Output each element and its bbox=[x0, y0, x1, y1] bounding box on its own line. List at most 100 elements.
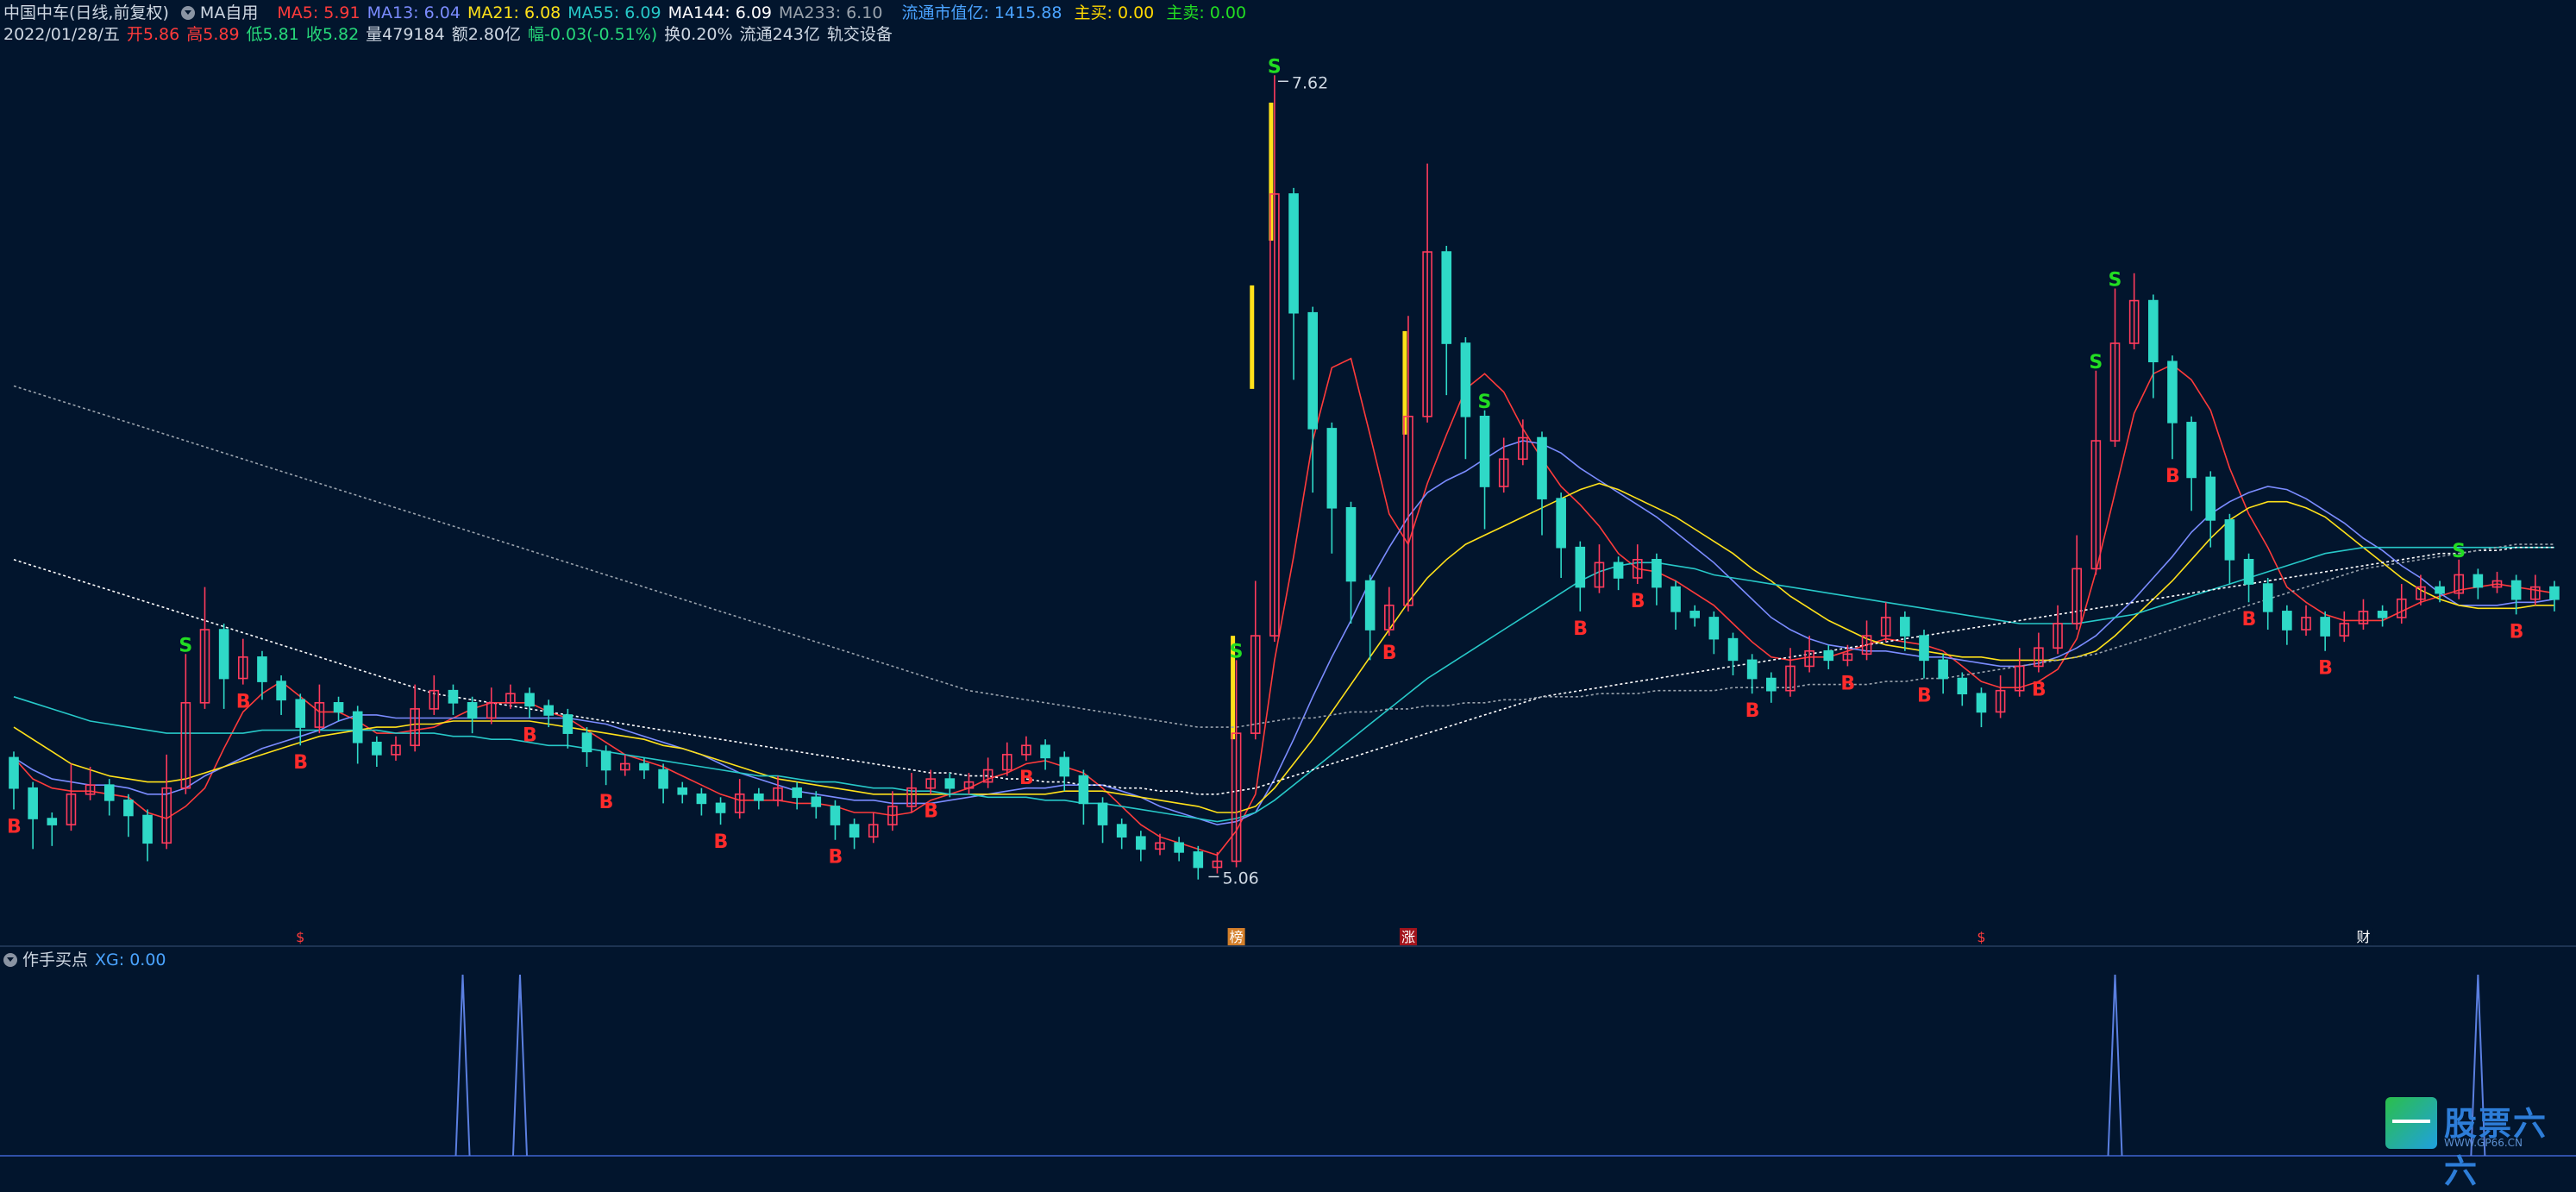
candle-body bbox=[314, 702, 325, 728]
candle bbox=[1345, 501, 1357, 624]
candle bbox=[524, 687, 535, 718]
candle bbox=[944, 773, 956, 798]
indicator-name: MA自用 bbox=[199, 3, 259, 22]
market-cap-value: 流通市值亿: 1415.88 bbox=[901, 3, 1062, 22]
candle-body bbox=[199, 629, 210, 704]
candle-body bbox=[1097, 802, 1108, 825]
candle bbox=[352, 706, 363, 764]
candle-body bbox=[1880, 617, 1891, 637]
candle-body bbox=[2339, 623, 2350, 637]
candle-body bbox=[1231, 732, 1242, 863]
candle-body bbox=[2090, 440, 2102, 570]
candle bbox=[372, 736, 382, 767]
candle bbox=[1269, 75, 1280, 643]
event-marker-bg bbox=[291, 928, 310, 945]
candle-body bbox=[887, 806, 898, 825]
candle bbox=[1670, 580, 1681, 631]
candle-body bbox=[1479, 415, 1490, 487]
candle-body bbox=[639, 762, 649, 771]
candle-body bbox=[562, 714, 573, 734]
candle-body bbox=[1919, 635, 1929, 662]
candle-body bbox=[1059, 756, 1070, 777]
candle bbox=[963, 773, 975, 794]
candle-body bbox=[1842, 653, 1853, 662]
candle-body bbox=[773, 787, 783, 801]
candle bbox=[1116, 819, 1127, 850]
candle bbox=[1155, 833, 1165, 856]
event-marker-0: $ bbox=[291, 928, 310, 945]
candle bbox=[9, 751, 19, 810]
indicator-toggle[interactable]: MA自用 bbox=[180, 3, 265, 22]
event-marker-3: $ bbox=[1972, 928, 1990, 945]
candle bbox=[1288, 187, 1299, 380]
event-marker-text: 财 bbox=[2356, 929, 2370, 945]
candle bbox=[849, 819, 860, 850]
candle bbox=[2071, 535, 2082, 631]
candle bbox=[1078, 769, 1089, 825]
candle bbox=[1021, 736, 1031, 761]
ma-value-1: MA13: 6.04 bbox=[367, 3, 461, 22]
logo-url: WWW.GP66.CN bbox=[2444, 1137, 2523, 1149]
kline-chart[interactable]: B S B B B B B B B B S S B S B B B B B B S S B B B S B 7.62 5.06 $ 榜 涨 $ 财 bbox=[0, 0, 2576, 1160]
ma-value-2: MA21: 6.08 bbox=[467, 3, 561, 22]
candle bbox=[792, 781, 802, 810]
stock-title[interactable]: 中国中车(日线,前复权) bbox=[3, 3, 169, 22]
candle bbox=[486, 687, 497, 725]
indicator-header: 中国中车(日线,前复权) MA自用 MA5: 5.91 MA13: 6.04 MA2… bbox=[3, 3, 1253, 23]
candle bbox=[448, 684, 459, 715]
candle bbox=[581, 727, 592, 767]
signal-label-b: B bbox=[293, 752, 308, 774]
quote-field-5: 量479184 bbox=[366, 25, 445, 44]
ma-value-4: MA144: 6.09 bbox=[668, 3, 772, 22]
signal-label-s: S bbox=[2452, 541, 2466, 562]
candle bbox=[295, 693, 306, 746]
candle-body bbox=[1594, 561, 1605, 588]
candle bbox=[2549, 580, 2560, 612]
signal-label-s: S bbox=[179, 635, 192, 656]
candle bbox=[391, 736, 401, 761]
candle bbox=[2109, 288, 2121, 448]
candle-body bbox=[1250, 635, 1261, 734]
high-label: 7.62 bbox=[1292, 73, 1328, 92]
quote-field-4: 收5.82 bbox=[305, 25, 360, 44]
candle bbox=[218, 623, 229, 709]
candle-body bbox=[161, 787, 172, 844]
candle-body bbox=[505, 693, 516, 704]
candle bbox=[1575, 541, 1586, 612]
candle bbox=[1384, 587, 1395, 637]
candle-body bbox=[944, 778, 956, 789]
candle bbox=[1212, 851, 1223, 874]
candle bbox=[925, 769, 936, 794]
signal-label-s: S bbox=[1478, 392, 1492, 413]
candle bbox=[1842, 644, 1853, 667]
candle-body bbox=[2282, 611, 2292, 631]
watermark-logo: 股票六六 WWW.GP66.CN bbox=[2385, 1097, 2567, 1190]
quote-field-9: 流通243亿 bbox=[739, 25, 820, 44]
signal-label-b: B bbox=[2165, 466, 2180, 487]
candle-body bbox=[1575, 546, 1586, 588]
signal-label-s: S bbox=[2109, 270, 2122, 292]
candle bbox=[2186, 416, 2197, 511]
signal-label-b: B bbox=[7, 816, 22, 838]
candle-body bbox=[410, 708, 420, 747]
candle bbox=[2262, 577, 2273, 631]
candle bbox=[1403, 316, 1413, 612]
candle bbox=[1594, 544, 1605, 593]
ma-line-ma233 bbox=[13, 385, 2554, 728]
candle bbox=[2224, 513, 2235, 585]
signal-label-b: B bbox=[599, 792, 614, 813]
candle-body bbox=[237, 656, 248, 680]
candle-body bbox=[1613, 561, 1624, 579]
candle-body bbox=[677, 787, 688, 795]
ma-value-5: MA233: 6.10 bbox=[779, 3, 883, 22]
main-sell-value: 主卖: 0.00 bbox=[1166, 3, 1247, 22]
candle bbox=[1727, 632, 1739, 676]
candle bbox=[1231, 660, 1242, 868]
candle bbox=[1136, 831, 1146, 862]
candle bbox=[2128, 273, 2140, 350]
event-marker-2: 涨 bbox=[1399, 928, 1417, 945]
eye-icon[interactable] bbox=[3, 953, 17, 967]
candle bbox=[2282, 605, 2292, 645]
candle-body bbox=[1345, 506, 1357, 582]
candle-body bbox=[1174, 842, 1184, 853]
